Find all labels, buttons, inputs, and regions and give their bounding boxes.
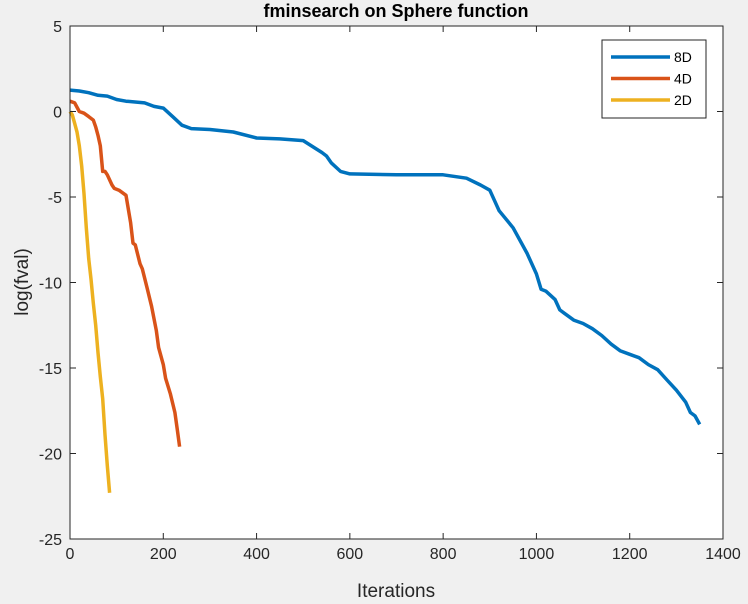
ticks-layer: 0 200 400 600 800 1000 1200 1400 -25 -20 -15 -10 -5 0… — [39, 19, 741, 563]
y-tick-label: -15 — [39, 361, 62, 378]
y-tick-label: -25 — [39, 532, 62, 549]
y-tick-label: -5 — [48, 190, 62, 207]
x-tick-label: 1200 — [612, 546, 648, 563]
chart-title: fminsearch on Sphere function — [263, 1, 528, 21]
legend-label: 2D — [674, 92, 692, 108]
y-tick-label: 5 — [53, 19, 62, 36]
y-tick-label: 0 — [53, 105, 62, 122]
x-tick-label: 1400 — [705, 546, 741, 563]
x-tick-label: 800 — [430, 546, 457, 563]
x-tick-label: 1000 — [519, 546, 555, 563]
series-layer — [68, 88, 702, 493]
legend-label: 4D — [674, 71, 692, 87]
x-tick-label: 200 — [150, 546, 177, 563]
y-tick-label: -20 — [39, 447, 62, 464]
series-line-8d — [69, 88, 702, 426]
x-tick-label: 400 — [243, 546, 270, 563]
x-axis-label: Iterations — [357, 581, 435, 602]
legend-label: 8D — [674, 49, 692, 65]
x-tick-label: 600 — [337, 546, 364, 563]
series-line-4d — [69, 99, 182, 447]
series-line-2d — [68, 110, 112, 493]
y-tick-label: -10 — [39, 276, 62, 293]
legend: 8D 4D 2D — [601, 39, 707, 119]
y-axis-label: log(fval) — [12, 248, 33, 316]
x-tick-label: 0 — [66, 546, 75, 563]
